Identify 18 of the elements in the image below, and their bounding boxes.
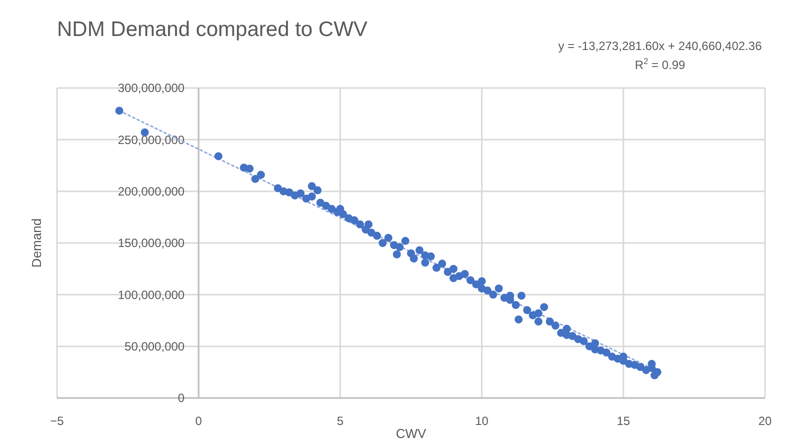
y-tick-label: 300,000,000	[118, 81, 185, 96]
y-tick-label: 200,000,000	[118, 184, 185, 199]
x-tick-label: 20	[758, 414, 772, 428]
y-tick-label: 250,000,000	[118, 132, 185, 147]
x-tick-label: −5	[50, 414, 64, 428]
x-tick-label: 0	[195, 414, 202, 428]
chart-title: NDM Demand compared to CWV	[57, 18, 368, 41]
y-tick-label: 50,000,000	[124, 340, 185, 354]
y-tick-label: 0	[178, 391, 185, 406]
x-axis-title: CWV	[396, 426, 426, 441]
x-tick-label: 10	[475, 414, 489, 428]
y-tick-label: 100,000,000	[118, 288, 185, 302]
text: y = -13,273,281.60x + 240,660,402.36	[558, 39, 762, 53]
y-tick-label: 150,000,000	[118, 236, 185, 250]
x-tick-label: 15	[616, 414, 630, 428]
text: R$^{2}$ = 0.99	[634, 56, 686, 72]
y-axis-title: Demand	[29, 218, 44, 268]
x-tick-label: 5	[336, 414, 344, 428]
